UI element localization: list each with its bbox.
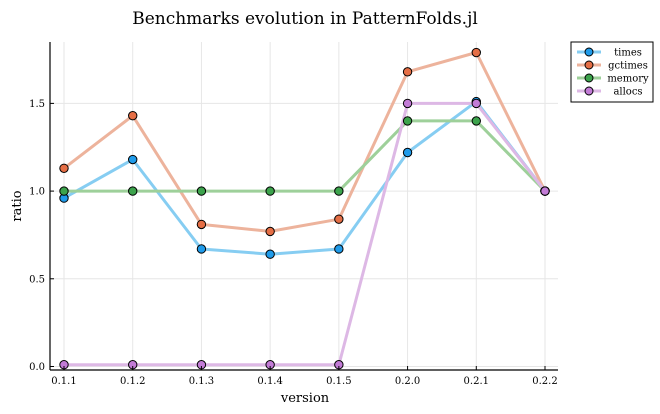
point-gctimes <box>265 226 275 237</box>
x-tick-label: 0.2.1 <box>464 376 489 387</box>
point-memory <box>128 186 138 196</box>
point-gctimes <box>128 110 138 121</box>
x-tick-label: 0.1.3 <box>189 376 214 387</box>
point-gctimes <box>471 47 481 58</box>
x-axis-label: version <box>280 391 330 406</box>
point-times <box>196 244 207 254</box>
legend-marker-allocs <box>584 86 594 96</box>
point-times <box>402 147 413 158</box>
point-memory <box>196 186 207 196</box>
legend-label-gctimes: gctimes <box>608 61 648 72</box>
point-gctimes <box>334 214 344 224</box>
legend-label-allocs: allocs <box>613 87 642 98</box>
series-line-times <box>62 100 547 256</box>
y-tick-label: 0.0 <box>29 362 45 373</box>
point-allocs <box>471 98 481 109</box>
axes: 0.1.1 0.1.2 0.1.3 0.1.4 0.1.5 0.2.0 0.2.1 0.2.2… <box>29 42 558 387</box>
point-memory <box>265 186 275 196</box>
x-tick-label: 0.2.2 <box>532 376 557 387</box>
point-memory <box>59 186 69 196</box>
series-line-gctimes <box>62 51 547 233</box>
point-memory <box>334 186 344 196</box>
legend-marker-memory <box>584 73 594 83</box>
chart-title: Benchmarks evolution in PatternFolds.jl <box>132 9 478 29</box>
point-allocs <box>540 186 550 196</box>
point-gctimes <box>196 219 207 230</box>
legend-marker-times <box>584 47 594 57</box>
x-tick-label: 0.1.4 <box>257 376 282 387</box>
point-times <box>334 244 344 254</box>
point-times <box>128 154 138 165</box>
point-gctimes <box>59 163 69 173</box>
point-memory <box>402 116 413 126</box>
point-allocs <box>402 98 413 109</box>
legend-marker-gctimes <box>584 60 594 70</box>
y-tick-label: 1.5 <box>29 99 45 110</box>
legend-label-memory: memory <box>607 74 649 85</box>
x-tick-label: 0.1.1 <box>51 376 76 387</box>
series-layer <box>59 47 550 370</box>
x-tick-label: 0.2.0 <box>395 376 420 387</box>
y-tick-label: 1.0 <box>29 187 45 198</box>
x-tick-label: 0.1.2 <box>120 376 145 387</box>
legend: times gctimes memory allocs <box>570 41 654 103</box>
y-axis-label: ratio <box>10 190 25 221</box>
point-gctimes <box>402 67 413 77</box>
grid <box>50 42 558 370</box>
point-times <box>265 249 275 259</box>
legend-label-times: times <box>614 48 642 59</box>
series-line-allocs <box>62 101 547 367</box>
x-tick-label: 0.1.5 <box>326 376 351 387</box>
y-tick-label: 0.5 <box>29 274 45 285</box>
series-line-memory <box>62 119 547 193</box>
point-memory <box>471 116 481 126</box>
